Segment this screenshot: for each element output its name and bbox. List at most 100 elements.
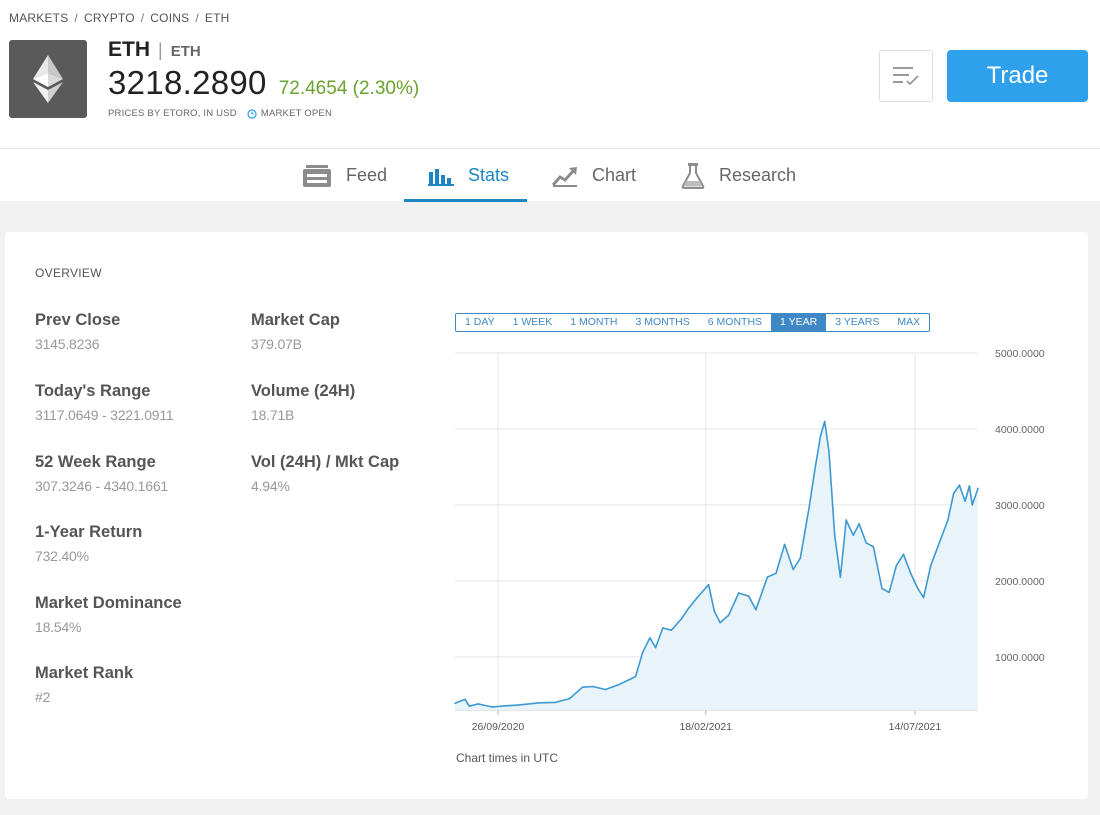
tab-chart[interactable]: Chart <box>552 149 636 202</box>
price-point <box>828 450 830 453</box>
price-point <box>922 596 925 599</box>
stat-label: Market Dominance <box>35 594 182 612</box>
stat-label: 1-Year Return <box>35 523 143 541</box>
stat-value: 379.07B <box>251 336 302 352</box>
range-1-day[interactable]: 1 DAY <box>465 316 495 328</box>
breadcrumb-eth: ETH <box>204 11 230 25</box>
range-3-months[interactable]: 3 MONTHS <box>635 316 690 328</box>
price-point <box>661 627 664 629</box>
range-1-week[interactable]: 1 WEEK <box>512 316 553 328</box>
price-point <box>872 545 875 548</box>
price-point <box>917 587 919 590</box>
x-tick-label: 18/02/2021 <box>679 721 732 733</box>
price-point <box>766 576 769 578</box>
breadcrumb-crypto[interactable]: CRYPTO <box>83 11 135 25</box>
stat-todays-range: Today's Range 3117.0649 - 3221.0911 <box>35 382 174 423</box>
stat-value: 732.40% <box>35 548 89 564</box>
price-point <box>964 500 966 502</box>
breadcrumb: MARKETS / CRYPTO / COINS / ETH <box>9 11 229 25</box>
watchlist-icon <box>893 67 919 86</box>
instrument-symbol: ETH <box>108 38 150 61</box>
price-area <box>455 421 978 710</box>
stat-prev-close: Prev Close 3145.8236 <box>35 311 120 352</box>
price-point <box>783 543 786 546</box>
range-1-year[interactable]: 1 YEAR <box>771 314 827 331</box>
tab-feed[interactable]: Feed <box>302 149 387 202</box>
range-3-years[interactable]: 3 YEARS <box>835 316 880 328</box>
price-point <box>813 469 816 472</box>
price-point <box>591 685 594 688</box>
stat-label: Prev Close <box>35 311 121 329</box>
price-point <box>491 706 494 708</box>
range-max[interactable]: MAX <box>897 316 921 328</box>
breadcrumb-markets[interactable]: MARKETS <box>9 11 69 25</box>
price-point <box>775 572 777 575</box>
price-point <box>852 534 855 537</box>
price-point <box>618 683 621 685</box>
price-point <box>504 705 506 707</box>
stats-card: OVERVIEW Prev Close 3145.8236 Market Cap… <box>5 232 1088 799</box>
price-point <box>464 698 466 701</box>
price-point <box>680 618 683 620</box>
price-point <box>687 607 690 610</box>
y-tick-label: 5000.0000 <box>995 348 1045 360</box>
breadcrumb-separator: / <box>140 11 145 25</box>
price-point <box>477 703 479 705</box>
x-tick-label: 14/07/2021 <box>889 721 942 733</box>
range-1-month[interactable]: 1 MONTH <box>570 316 618 328</box>
stat-value: #2 <box>35 689 51 705</box>
range-6-months[interactable]: 6 MONTHS <box>707 316 763 328</box>
price-point <box>952 492 955 495</box>
stat-label: Market Cap <box>251 311 340 329</box>
price-point <box>881 587 883 590</box>
breadcrumb-separator: / <box>195 11 199 25</box>
tab-research[interactable]: Research <box>681 149 796 202</box>
price-point <box>568 697 571 700</box>
price-meta: PRICES BY ETORO, IN USD MARKET OPEN <box>108 108 332 119</box>
price-point <box>799 557 802 559</box>
stat-52-week-range: 52 Week Range 307.3246 - 4340.1661 <box>35 453 168 494</box>
research-icon <box>681 162 705 189</box>
overview-title: OVERVIEW <box>35 266 102 280</box>
price-point <box>947 519 949 521</box>
breadcrumb-coins[interactable]: COINS <box>150 11 190 25</box>
price-point <box>939 538 942 540</box>
price-chart[interactable]: 1000.0000 2000.0000 3000.0000 4000.0000 5000… <box>5 232 1088 799</box>
stat-market-cap: Market Cap 379.07B <box>251 311 340 352</box>
price-point <box>747 595 750 597</box>
instrument-header: MARKETS / CRYPTO / COINS / ETH ETH | ETH 3218.… <box>0 0 1100 148</box>
stats-icon <box>428 166 454 186</box>
trade-button[interactable]: Trade <box>947 50 1088 102</box>
stat-value: 18.54% <box>35 619 82 635</box>
stat-label: Vol (24H) / Mkt Cap <box>251 453 400 471</box>
price-point <box>554 701 557 704</box>
stat-label: Market Rank <box>35 664 134 682</box>
clock-icon <box>247 108 257 119</box>
instrument-name: ETH <box>170 43 201 60</box>
feed-icon <box>302 164 332 188</box>
price-point <box>468 705 471 708</box>
y-tick-label: 2000.0000 <box>995 576 1045 588</box>
price-point <box>971 504 974 506</box>
price-point <box>958 484 961 486</box>
price-point <box>727 614 730 616</box>
price-point <box>895 564 898 567</box>
ethereum-logo <box>9 40 87 118</box>
price-point <box>839 576 842 578</box>
price-point <box>865 542 868 544</box>
prices-by-label: PRICES BY ETORO, IN USD <box>108 108 237 119</box>
stat-value: 4.94% <box>251 478 290 494</box>
tab-chart-label: Chart <box>592 165 637 185</box>
price-point <box>604 688 607 691</box>
price-point <box>909 572 912 575</box>
watchlist-button[interactable] <box>879 50 933 102</box>
stat-vol-mkt-cap: Vol (24H) / Mkt Cap 4.94% <box>251 453 399 494</box>
price-point <box>696 596 698 599</box>
price-point <box>654 646 657 649</box>
stat-label: Volume (24H) <box>251 382 356 400</box>
price-change: 72.4654 (2.30%) <box>278 78 420 99</box>
tab-stats[interactable]: Stats <box>428 149 509 202</box>
market-status: MARKET OPEN <box>260 108 333 119</box>
y-tick-label: 4000.0000 <box>995 424 1045 436</box>
price-point <box>707 583 710 586</box>
